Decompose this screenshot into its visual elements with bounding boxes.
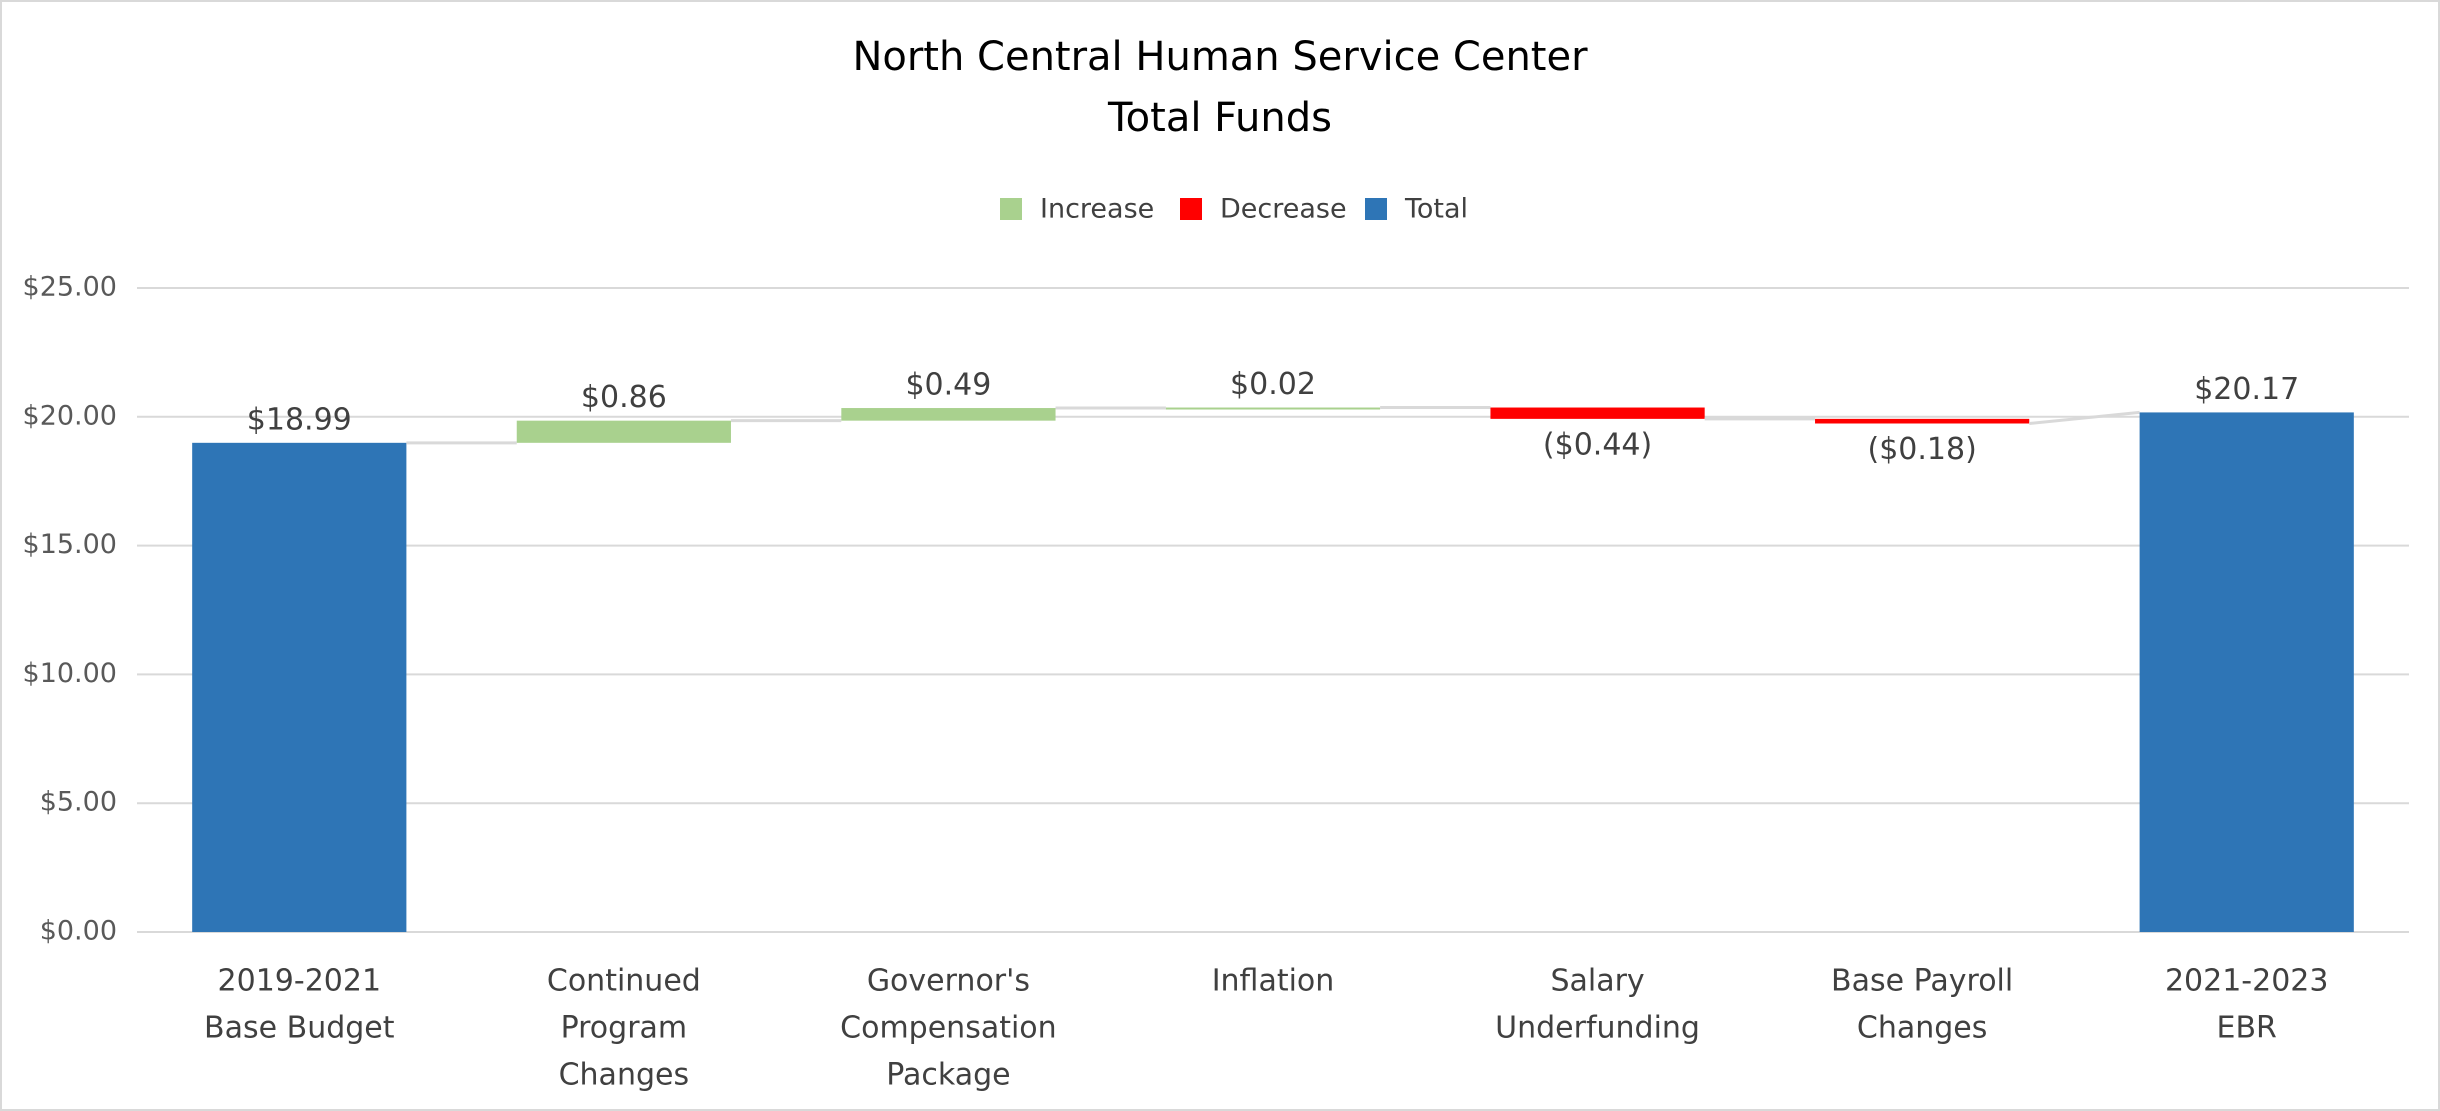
data-label: ($0.44) — [1543, 427, 1652, 462]
bar — [841, 408, 1056, 421]
y-tick-label: $15.00 — [23, 529, 117, 560]
y-tick-label: $20.00 — [23, 400, 117, 431]
x-tick-label: Changes — [559, 1058, 690, 1093]
bar — [1490, 407, 1705, 419]
legend-label: Decrease — [1220, 194, 1347, 225]
x-tick-label: Base Payroll — [1831, 964, 2013, 999]
y-tick-label: $25.00 — [23, 272, 117, 303]
data-label: $0.02 — [1230, 367, 1316, 402]
legend-swatch — [1180, 198, 1202, 220]
connector — [2029, 410, 2140, 425]
chart-title: North Central Human Service Center — [852, 34, 1588, 80]
data-label: $20.17 — [2194, 372, 2299, 407]
x-tick-label: Continued — [547, 964, 701, 999]
chart-subtitle: Total Funds — [1107, 95, 1332, 141]
x-tick-label: Base Budget — [204, 1011, 395, 1046]
x-tick-label: Salary — [1550, 964, 1644, 999]
y-tick-label: $5.00 — [40, 787, 117, 818]
data-label: $18.99 — [247, 402, 352, 437]
bar — [1815, 418, 2030, 424]
x-tick-label: 2019-2021 — [218, 964, 382, 999]
x-tick-label: Underfunding — [1495, 1011, 1700, 1046]
bar — [2139, 412, 2354, 933]
y-tick-label: $10.00 — [23, 658, 117, 689]
legend-swatch — [1365, 198, 1387, 220]
data-label: $0.86 — [581, 380, 667, 415]
data-label: ($0.18) — [1867, 432, 1976, 467]
x-tick-label: Inflation — [1212, 964, 1335, 999]
x-tick-label: Changes — [1857, 1011, 1988, 1046]
bar — [516, 420, 731, 443]
legend-label: Increase — [1040, 194, 1154, 225]
x-tick-label: Package — [886, 1058, 1010, 1093]
y-tick-label: $0.00 — [40, 916, 117, 947]
legend-swatch — [1000, 198, 1022, 220]
bar — [1165, 407, 1381, 410]
bar — [192, 442, 407, 932]
data-label: $0.49 — [905, 368, 991, 403]
x-tick-label: Program — [561, 1011, 688, 1046]
x-tick-label: 2021-2023 — [2165, 964, 2329, 999]
x-tick-label: EBR — [2217, 1011, 2277, 1046]
legend-label: Total — [1404, 194, 1468, 225]
x-tick-label: Compensation — [840, 1011, 1057, 1046]
x-tick-label: Governor's — [867, 964, 1030, 999]
